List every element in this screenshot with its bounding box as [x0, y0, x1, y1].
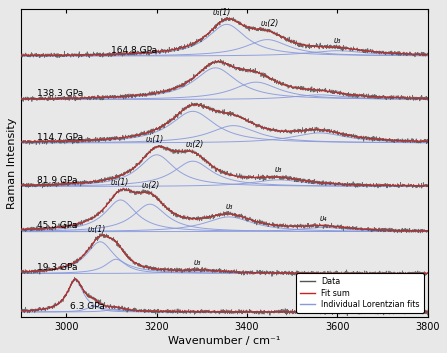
Text: υ₁(2): υ₁(2): [186, 140, 204, 149]
Text: υ₁(1): υ₁(1): [213, 8, 232, 17]
Text: υ₄: υ₄: [320, 214, 328, 223]
Text: 164.8 GPa: 164.8 GPa: [110, 46, 157, 55]
Legend: Data, Fit sum, Individual Lorentzian fits: Data, Fit sum, Individual Lorentzian fit…: [296, 273, 424, 313]
Text: υ₃: υ₃: [194, 258, 201, 267]
Text: 19.3 GPa: 19.3 GPa: [38, 263, 78, 272]
Text: υ₁(1): υ₁(1): [145, 136, 164, 144]
Text: υ₃: υ₃: [334, 36, 341, 44]
Text: υ₁(1): υ₁(1): [110, 178, 129, 187]
Text: υ₃: υ₃: [225, 202, 233, 211]
Y-axis label: Raman Intensity: Raman Intensity: [7, 118, 17, 209]
Text: 138.3 GPa: 138.3 GPa: [38, 89, 84, 98]
Text: υ₁(1): υ₁(1): [88, 225, 106, 234]
Text: υ₃: υ₃: [275, 166, 283, 174]
Text: 114.7 GPa: 114.7 GPa: [38, 133, 84, 142]
Text: υ₁(2): υ₁(2): [261, 19, 279, 28]
Text: υ₁(2): υ₁(2): [142, 181, 160, 190]
Text: 45.5 GPa: 45.5 GPa: [38, 221, 78, 231]
Text: 81.9 GPa: 81.9 GPa: [38, 176, 78, 185]
Text: 6.3 GPa: 6.3 GPa: [70, 302, 105, 311]
X-axis label: Wavenumber / cm⁻¹: Wavenumber / cm⁻¹: [168, 336, 281, 346]
